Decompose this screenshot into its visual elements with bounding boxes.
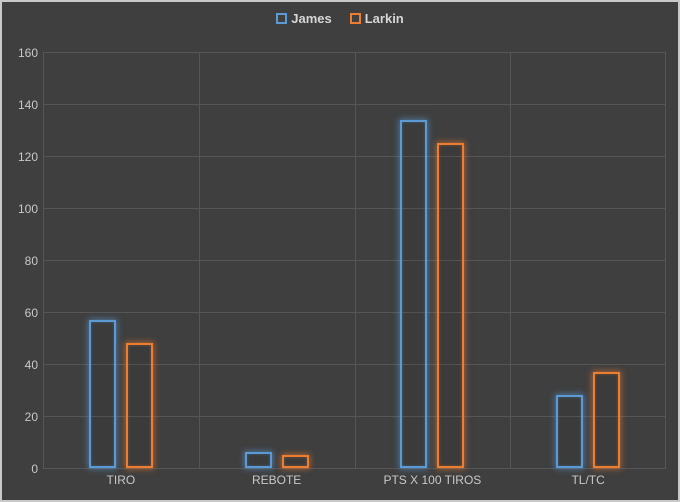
bar-larkin-pts-x-100-tiros[interactable] bbox=[437, 143, 465, 468]
gridline-y-160 bbox=[43, 52, 666, 53]
chart-legend: James Larkin bbox=[2, 11, 678, 26]
gridline-x-4 bbox=[665, 53, 666, 469]
gridline-y-0 bbox=[43, 468, 666, 469]
y-axis-line bbox=[43, 53, 44, 469]
legend-key-square-james bbox=[276, 13, 288, 24]
y-axis-tick-label-100: 100 bbox=[17, 202, 38, 216]
y-axis-tick-label-20: 20 bbox=[24, 410, 38, 424]
bar-larkin-rebote[interactable] bbox=[281, 455, 309, 468]
gridline-y-100 bbox=[43, 208, 666, 209]
x-axis-category-label-pts-x-100-tiros: PTS X 100 TIROS bbox=[383, 473, 482, 487]
gridline-y-140 bbox=[43, 104, 666, 105]
y-axis-tick-label-80: 80 bbox=[24, 254, 38, 268]
y-axis-tick-label-60: 60 bbox=[24, 306, 38, 320]
bar-larkin-tl-tc[interactable] bbox=[593, 371, 621, 468]
gridline-y-60 bbox=[43, 312, 666, 313]
legend-label-james: James bbox=[291, 11, 332, 26]
gridline-y-120 bbox=[43, 156, 666, 157]
gridline-x-3 bbox=[510, 53, 511, 469]
gridline-x-1 bbox=[199, 53, 200, 469]
plot-area bbox=[43, 52, 666, 469]
bar-james-pts-x-100-tiros[interactable] bbox=[400, 119, 428, 468]
legend-key-square-larkin bbox=[349, 13, 361, 24]
bar-james-tiro[interactable] bbox=[88, 319, 116, 468]
gridline-y-20 bbox=[43, 416, 666, 417]
bar-james-rebote[interactable] bbox=[244, 452, 272, 468]
legend-label-larkin: Larkin bbox=[364, 11, 404, 26]
x-axis: TIRO REBOTE PTS X 100 TIROS TL/TC bbox=[43, 471, 666, 491]
x-axis-category-label-tiro: TIRO bbox=[106, 473, 136, 487]
x-axis-category-label-tl-tc: TL/TC bbox=[571, 473, 605, 487]
y-axis-tick-label-140: 140 bbox=[17, 98, 38, 112]
bar-larkin-tiro[interactable] bbox=[125, 343, 153, 468]
legend-item-james[interactable]: James bbox=[276, 11, 332, 26]
gridline-y-40 bbox=[43, 364, 666, 365]
y-axis-tick-label-160: 160 bbox=[17, 46, 38, 60]
x-axis-category-label-rebote: REBOTE bbox=[251, 473, 302, 487]
gridline-y-80 bbox=[43, 260, 666, 261]
y-axis-tick-label-120: 120 bbox=[17, 150, 38, 164]
bar-james-tl-tc[interactable] bbox=[556, 395, 584, 468]
gridline-x-2 bbox=[355, 53, 356, 469]
y-axis-tick-label-40: 40 bbox=[24, 358, 38, 372]
y-axis: 0 20 40 60 80 100 120 140 160 bbox=[2, 46, 38, 476]
y-axis-tick-label-0: 0 bbox=[31, 462, 38, 476]
legend-item-larkin[interactable]: Larkin bbox=[349, 11, 404, 26]
